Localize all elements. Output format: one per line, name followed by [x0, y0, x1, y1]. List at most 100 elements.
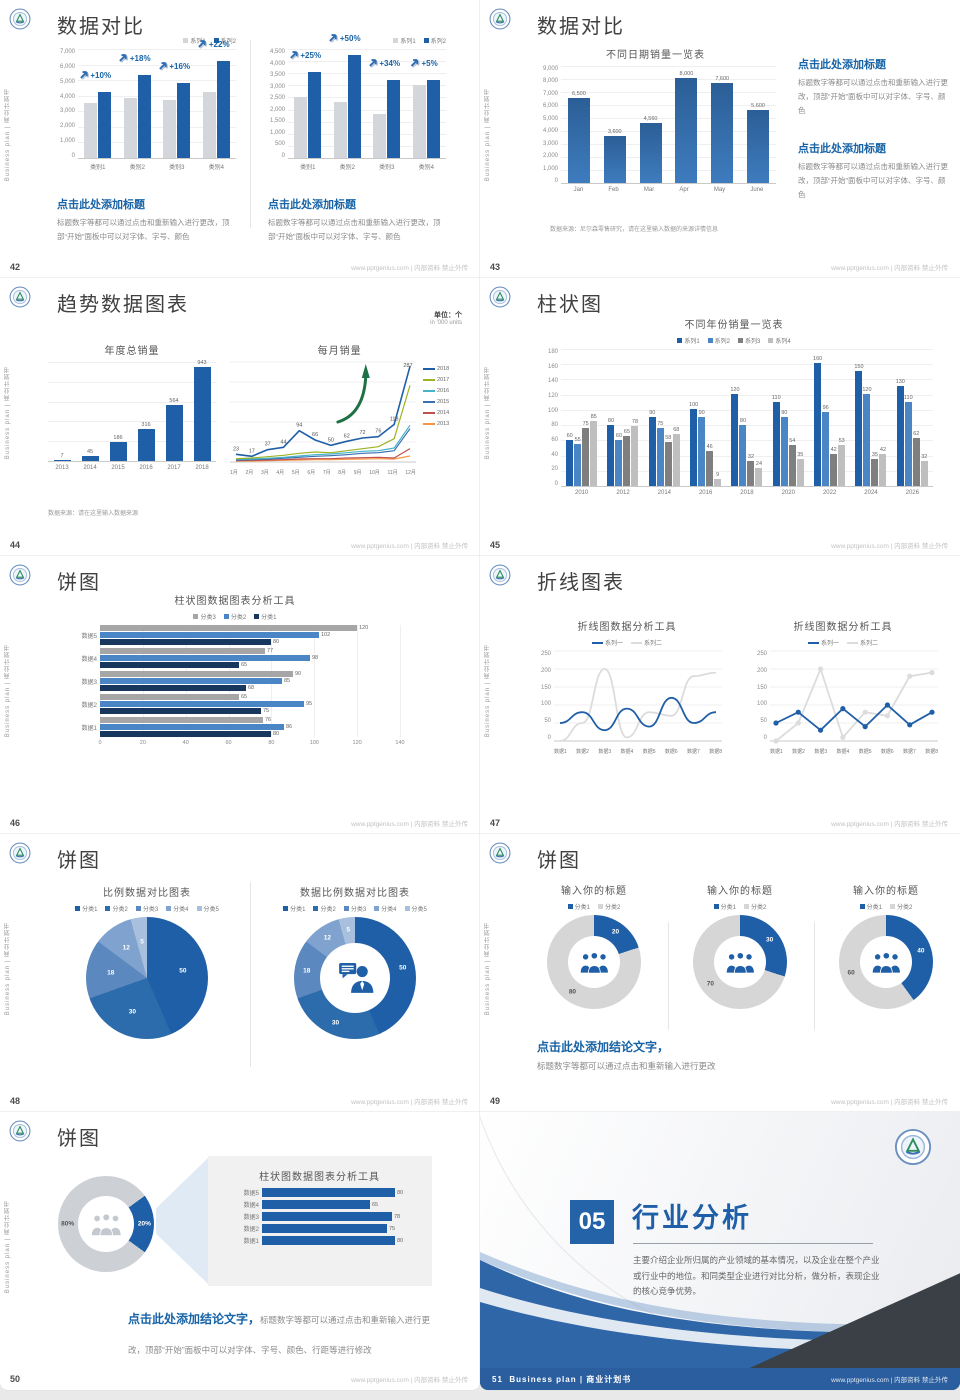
bar-group: 7,600	[711, 76, 734, 183]
pie-body: 20% 80%	[58, 1176, 154, 1272]
arrow-up-right-icon	[411, 59, 420, 68]
section-title: 行业分析	[632, 1203, 752, 1233]
footer-bar: 51 Business plan | 商业计划书 www.pptgenius.c…	[480, 1368, 960, 1390]
growth-annotation: +50%	[329, 33, 361, 43]
growth-arrow-icon	[336, 374, 368, 424]
logo-icon	[9, 1120, 31, 1142]
donut-chart: 输入你的标题 分类1 分类2 40 60	[822, 882, 950, 1009]
conclusion-block: 点击此处添加结论文字， 标题数字等都可以通过点击和重新输入进行更改	[537, 1038, 867, 1075]
bar	[100, 708, 261, 714]
bar: 35	[871, 452, 879, 486]
bar: 7	[53, 453, 71, 461]
legend-item: 分类3	[135, 904, 158, 913]
bar-group: 100 90 46 9	[689, 402, 722, 486]
bar	[308, 72, 322, 158]
slide-47: Business plan | 商业计划书 折线图表 折线图数据分析工具 系列一系…	[480, 556, 960, 834]
chart-legend: 分类1 分类2	[676, 902, 804, 911]
slice-label: 60	[847, 969, 855, 977]
annual-bar-chart: 年度总销量 7 45 186 316 564 943 2013 2014 2015 2016 2017…	[48, 342, 216, 471]
x-axis: 数据1 数据2 数据3 数据4 数据5 数据6 数据7 数据8	[554, 749, 722, 755]
legend-item: 系列二	[631, 638, 662, 647]
bar: 24	[755, 461, 763, 486]
slide-50: Business plan | 商业计划书 饼图 20% 80% 柱状图数据图表分…	[0, 1112, 480, 1390]
bar: 68	[672, 427, 680, 486]
plot-area: 23 17 37 44 94 66 50 62 72 76 113 287	[230, 361, 416, 463]
legend-swatch	[768, 338, 774, 343]
funnel-connector	[156, 1158, 208, 1284]
line-series	[559, 696, 717, 732]
bar: 60	[566, 433, 574, 486]
logo-icon	[489, 8, 511, 30]
conclusion-block: 点击此处添加结论文字，标题数字等都可以通过点击和重新输入进行更改，顶部“开始”面…	[128, 1304, 446, 1365]
chart-title: 比例数据对比图表	[103, 888, 191, 899]
sidebar-vertical-text: Business plan | 商业计划书	[485, 922, 491, 1016]
bar	[262, 1212, 392, 1221]
slide-title: 趋势数据图表	[57, 294, 189, 316]
slide-51: 05 行业分析 主要介绍企业所归属的产业领域的基本情况，以及企业在整个产业或行业…	[480, 1112, 960, 1390]
legend-swatch	[591, 641, 603, 644]
logo-emblem-icon	[9, 286, 31, 308]
slice-label: 5	[346, 926, 351, 934]
logo-emblem-icon	[9, 8, 31, 30]
legend-item: 系列1	[183, 36, 206, 45]
people-icon	[580, 951, 608, 974]
donut-hole	[859, 935, 913, 989]
watermark: www.pptgenius.com | 内部资料 禁止外传	[351, 265, 468, 272]
legend-swatch	[193, 614, 199, 619]
bar	[163, 100, 177, 158]
sidebar-vertical-text: Business plan | 商业计划书	[5, 88, 11, 182]
legend-swatch	[404, 906, 410, 911]
legend-swatch	[196, 906, 202, 911]
bar-group: 5,600	[747, 103, 770, 183]
logo-emblem-icon	[489, 8, 511, 30]
legend-item: 分类1	[567, 902, 590, 911]
school-logo	[894, 1128, 932, 1166]
bar	[216, 61, 230, 158]
line-series	[236, 455, 411, 462]
bar-group: +10%	[79, 71, 112, 158]
line-series	[775, 704, 933, 732]
horizontal-bar-chart: 柱状图数据图表分析工具 数据5 80 数据4 65 数据3 78 数据2 75 数据1 80	[236, 1168, 403, 1248]
bar	[84, 103, 98, 158]
logo-icon	[489, 842, 511, 864]
bar-group: 60 55 75 85	[566, 414, 598, 486]
chart-title: 年度总销量	[104, 346, 160, 357]
chart-legend: 分类1 分类2	[822, 902, 950, 911]
pie-body: 30 70	[693, 915, 787, 1009]
slice-label: 30	[331, 1019, 340, 1027]
donut-hole	[319, 942, 391, 1014]
caption-title: 点击此处添加标题	[798, 59, 886, 71]
growth-annotation: +22%	[198, 39, 230, 49]
legend-swatch	[859, 904, 865, 909]
sidebar-vertical-text: Business plan | 商业计划书	[485, 644, 491, 738]
x-axis: 2013 2014 2015 2016 2017 2018	[55, 465, 209, 471]
slice-label: 70	[706, 980, 714, 988]
chart-legend: 系列一 系列二	[532, 638, 722, 647]
legend-item: 分类1	[283, 904, 305, 913]
bar-group: 120 80 32 24	[730, 387, 763, 486]
slide-44: Business plan | 商业计划书 趋势数据图表 单位：个 in '00…	[0, 278, 480, 556]
watermark: www.pptgenius.com | 内部资料 禁止外传	[831, 1099, 948, 1106]
bar: 110	[904, 395, 913, 486]
legend-item: 系列一	[807, 638, 839, 647]
pie-body: 40 60	[839, 915, 933, 1009]
slice-label: 30	[766, 936, 774, 944]
divider	[250, 882, 251, 1067]
bar-chart: 不同日期销量一览表 9,000 8,000 7,000 6,000 5,000 4,000 3…	[535, 46, 776, 193]
legend-swatch	[213, 38, 219, 43]
line-chart-markers: 折线图数据分析工具 系列一 系列二 250 200 150 100 50 0 数据1 数据2 数据3 数…	[748, 618, 938, 755]
bar: 186	[109, 435, 127, 461]
bar: 3,600	[603, 129, 626, 183]
svg-text:37: 37	[265, 442, 271, 448]
divider	[633, 1243, 873, 1244]
y-axis: 250 200 150 100 50 0	[540, 651, 551, 741]
caption-body: 标题数字等都可以通过点击和重新输入进行更改，顶部“开始”面板中可以对字体、字号、…	[57, 218, 230, 241]
legend-item: 分类3	[193, 612, 216, 621]
bar-group: 数据4 77 98 65	[81, 648, 319, 668]
conclusion-body: 标题数字等都可以通过点击和重新输入进行更改	[537, 1061, 716, 1071]
x-axis: 1月 2月 3月 4月 5月 6月 7月 8月 9月 10月 11月 12月	[230, 470, 416, 476]
chart-title: 不同年份销量一览表	[684, 320, 784, 331]
arrow-up-right-icon	[198, 40, 208, 49]
plot-area: 60 55 75 85 80 60 65 78 90 75 58 68 100 90 46 9 120 80 32 2…	[561, 349, 933, 487]
legend-swatch	[707, 338, 713, 343]
